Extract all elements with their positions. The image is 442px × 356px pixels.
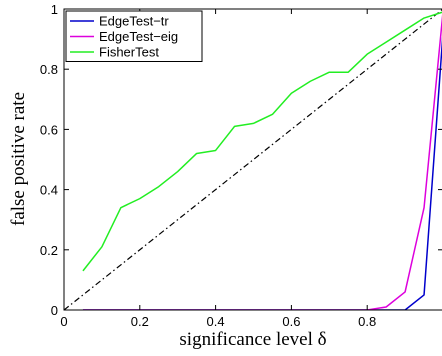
- x-axis-label: significance level δ: [179, 329, 326, 350]
- y-tick-label: 0.8: [40, 62, 58, 77]
- y-tick-label: 1: [51, 2, 58, 17]
- series-line-edgetest-eig: [82, 14, 442, 310]
- y-tick-label: 0.2: [40, 243, 58, 258]
- y-tick-label: 0: [51, 303, 58, 318]
- plot-frame: [63, 8, 442, 311]
- x-tick-label: 0.2: [131, 314, 149, 329]
- x-tick-label: 0.4: [207, 314, 225, 329]
- x-tick-label: 0.8: [358, 314, 376, 329]
- legend-label: EdgeTest−eig: [99, 29, 178, 44]
- x-tick-label: 0: [60, 314, 67, 329]
- y-tick-label: 0.4: [40, 183, 58, 198]
- series-line-fishertest: [82, 11, 442, 272]
- legend-label: FisherTest: [99, 45, 159, 60]
- y-axis-label: false positive rate: [8, 92, 29, 226]
- x-tick-label: 0.6: [282, 314, 300, 329]
- series-line-edgetest-tr: [82, 36, 442, 310]
- y-tick-label: 0.6: [40, 122, 58, 137]
- legend-label: EdgeTest−tr: [99, 14, 169, 29]
